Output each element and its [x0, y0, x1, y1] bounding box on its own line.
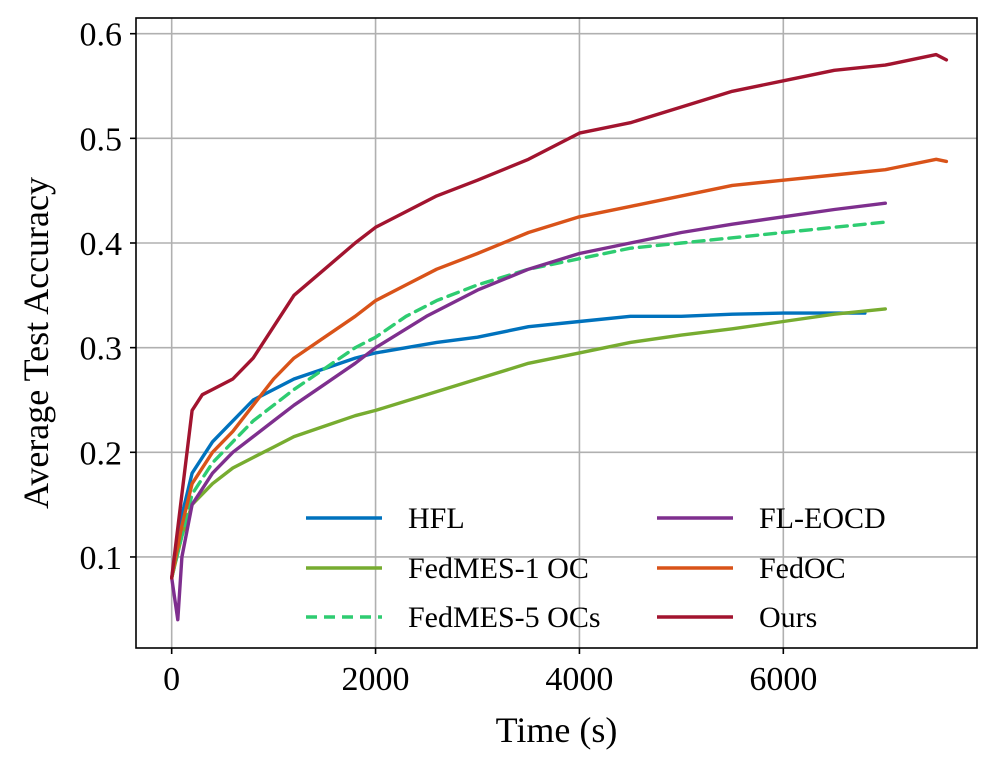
y-axis-ticks: 0.1 0.2 0.3 0.4 0.5 0.6: [80, 17, 136, 577]
y-tick-label: 0.6: [80, 17, 123, 54]
y-tick-label: 0.5: [80, 121, 123, 158]
y-tick-label: 0.2: [80, 435, 123, 472]
series-line-ours: [170, 52, 949, 580]
legend-label-hfl: HFL: [408, 502, 465, 535]
x-tick-label: 6000: [749, 661, 817, 698]
x-axis-label: Time (s): [496, 710, 618, 750]
series-line-fl-eocd: [170, 201, 887, 622]
series-layer: [170, 52, 949, 622]
x-tick-label: 4000: [545, 661, 613, 698]
y-tick-label: 0.4: [80, 226, 123, 263]
series-line-hfl: [170, 311, 867, 580]
legend-label-fedmes-5-ocs: FedMES-5 OCs: [408, 601, 601, 634]
legend-label-ours: Ours: [759, 601, 817, 634]
y-tick-label: 0.1: [80, 540, 123, 577]
plot-frame: [135, 17, 978, 649]
series-line-fedmes-1-oc: [170, 307, 887, 580]
x-tick-label: 2000: [342, 661, 410, 698]
legend: HFL FedMES-1 OC FedMES-5 OCs FL-EOCD FedOC Ou…: [306, 502, 886, 634]
y-axis-label: Average Test Accuracy: [16, 177, 56, 509]
x-tick-label: 0: [163, 661, 180, 698]
series-line-fedoc: [170, 157, 949, 580]
legend-label-fedoc: FedOC: [759, 552, 846, 585]
series-line-fedmes-5-ocs: [170, 220, 887, 580]
legend-label-fl-eocd: FL-EOCD: [759, 502, 886, 535]
x-axis-ticks: 0 2000 4000 6000: [163, 648, 817, 698]
y-tick-label: 0.3: [80, 331, 123, 368]
legend-label-fedmes-1-oc: FedMES-1 OC: [408, 552, 589, 585]
grid: [136, 18, 977, 648]
